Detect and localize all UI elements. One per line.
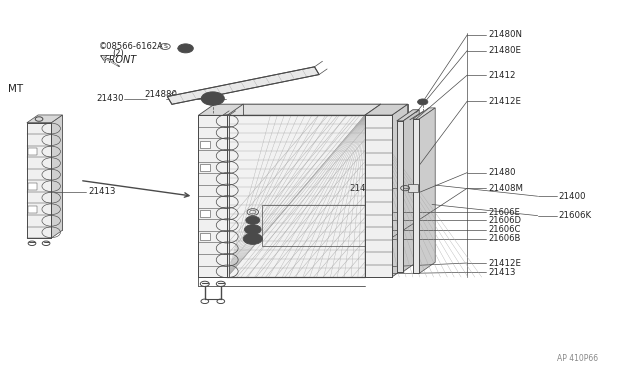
Polygon shape bbox=[403, 110, 419, 272]
Polygon shape bbox=[214, 104, 243, 266]
Text: S: S bbox=[163, 44, 167, 49]
Text: AP 410P66: AP 410P66 bbox=[557, 355, 598, 363]
Bar bbox=[413, 119, 419, 273]
Text: FRONT: FRONT bbox=[104, 55, 137, 65]
Text: (2): (2) bbox=[112, 49, 124, 58]
Bar bbox=[200, 141, 210, 148]
Text: 21606B: 21606B bbox=[488, 234, 521, 243]
Circle shape bbox=[201, 92, 225, 105]
Text: 21408M: 21408M bbox=[488, 184, 524, 193]
Bar bbox=[28, 148, 36, 155]
Text: 21606D: 21606D bbox=[488, 216, 522, 225]
Text: 21412: 21412 bbox=[488, 71, 516, 80]
Polygon shape bbox=[365, 104, 408, 115]
Text: 21413: 21413 bbox=[488, 268, 516, 277]
Bar bbox=[28, 183, 36, 190]
Circle shape bbox=[417, 99, 428, 105]
Polygon shape bbox=[381, 104, 408, 266]
Polygon shape bbox=[413, 108, 435, 119]
Circle shape bbox=[178, 44, 193, 53]
Bar bbox=[27, 123, 51, 238]
Polygon shape bbox=[365, 104, 381, 277]
Bar bbox=[200, 210, 210, 217]
Bar bbox=[200, 164, 210, 171]
Bar bbox=[397, 121, 403, 272]
Text: 21412E: 21412E bbox=[488, 97, 522, 106]
Polygon shape bbox=[51, 115, 63, 238]
Text: 21412E: 21412E bbox=[488, 259, 522, 267]
Bar bbox=[262, 205, 378, 246]
Text: ©08566-6162A: ©08566-6162A bbox=[99, 42, 164, 51]
Bar bbox=[365, 115, 392, 277]
Bar bbox=[27, 123, 51, 238]
Polygon shape bbox=[38, 115, 63, 230]
Polygon shape bbox=[243, 104, 381, 266]
Text: 21400: 21400 bbox=[559, 192, 586, 201]
Bar bbox=[365, 115, 392, 277]
Bar bbox=[408, 185, 418, 192]
Circle shape bbox=[243, 233, 262, 244]
Polygon shape bbox=[198, 104, 243, 115]
Polygon shape bbox=[27, 115, 63, 123]
Text: 21413: 21413 bbox=[88, 187, 116, 196]
Polygon shape bbox=[167, 67, 319, 104]
Bar bbox=[223, 115, 229, 277]
Polygon shape bbox=[419, 108, 435, 273]
Text: 21430: 21430 bbox=[96, 94, 124, 103]
Text: 214880: 214880 bbox=[144, 90, 177, 99]
Bar bbox=[28, 206, 36, 213]
Bar bbox=[198, 115, 227, 277]
Text: 21606K: 21606K bbox=[559, 211, 592, 220]
Polygon shape bbox=[392, 104, 408, 277]
Text: 21606E: 21606E bbox=[488, 208, 520, 217]
Circle shape bbox=[246, 216, 260, 224]
Polygon shape bbox=[397, 110, 419, 121]
Text: MT: MT bbox=[8, 84, 23, 94]
Bar bbox=[198, 115, 227, 277]
Bar bbox=[397, 121, 403, 272]
Text: 21480: 21480 bbox=[488, 168, 516, 177]
Bar bbox=[413, 119, 419, 273]
Bar bbox=[200, 233, 210, 240]
Circle shape bbox=[244, 225, 261, 234]
Text: 21480N: 21480N bbox=[488, 31, 522, 39]
Bar bbox=[227, 115, 365, 277]
Text: 21480E: 21480E bbox=[488, 46, 522, 55]
Text: 21480E: 21480E bbox=[349, 184, 383, 193]
Bar bbox=[227, 115, 365, 277]
Polygon shape bbox=[227, 104, 381, 115]
Text: 21606C: 21606C bbox=[488, 225, 521, 234]
